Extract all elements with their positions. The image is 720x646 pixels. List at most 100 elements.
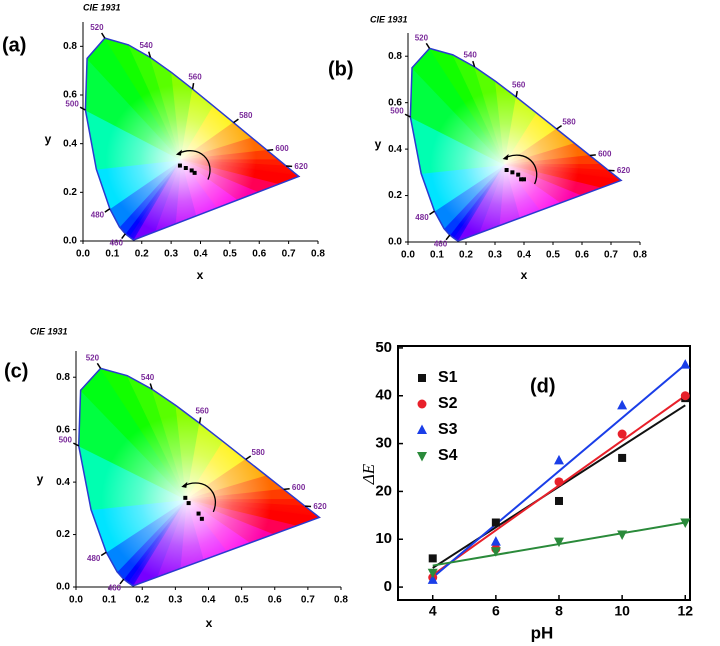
white-glow [85,38,299,240]
data-point [618,453,627,462]
y-tick-label: 0.4 [63,138,77,149]
x-tick-label: 0.5 [235,595,249,606]
chart-title: CIE 1931 [370,14,408,24]
legend-label: S4 [438,447,458,464]
panel-label: (d) [530,375,556,397]
wavelength-tick [104,208,111,213]
data-point [427,568,438,579]
wavelength-label: 540 [463,50,477,59]
wavelength-label: 460 [110,238,124,247]
wavelength-label: 580 [252,448,266,457]
wavelength-label: 500 [65,100,79,109]
wavelength-tick [404,113,411,118]
wavelength-label: 600 [292,483,306,492]
x-tick-label: 0.0 [76,249,90,260]
data-point [617,429,627,439]
x-tick-label: 0.1 [430,250,444,261]
spectral-locus [409,47,623,242]
trend-arrow [177,150,211,180]
wavelength-tick [556,124,562,130]
chromaticity-point [186,501,191,506]
arrow-head [175,149,182,156]
wavelength-label: 560 [188,72,202,81]
legend-marker [418,374,426,382]
wavelength-tick [233,118,239,124]
x-tick-label: 0.5 [546,250,560,261]
chromaticity-point [504,168,509,173]
data-point [680,359,691,369]
chromaticity-point [189,168,194,173]
wavelength-label: 520 [86,353,100,362]
wavelength-tick [100,551,107,557]
wavelength-tick [245,455,252,461]
wavelength-tick [73,442,80,447]
y-tick-label: 50 [375,339,392,356]
data-point [553,537,564,548]
chromaticity-point [199,516,204,521]
x-tick-label: 10 [614,603,630,619]
x-tick-label: 0.1 [102,595,116,606]
y-tick-label: 0.8 [63,41,77,52]
wavelength-label: 580 [562,117,576,126]
chromaticity-point [196,511,201,516]
wavelength-label: 520 [90,23,104,32]
y-tick-label: 0.8 [388,51,402,62]
data-point [617,399,628,410]
wavelength-label: 540 [141,373,155,382]
wavelength-tick [121,233,126,240]
y-tick-label: 0.0 [56,582,70,593]
data-point [554,496,563,505]
trend-arrow [183,482,216,513]
fit-line [432,363,686,579]
x-tick-label: 0.3 [164,249,178,260]
x-tick-label: 0.5 [223,249,237,260]
x-tick-label: 0.2 [135,249,149,260]
panel-label: (b) [328,58,354,80]
wavelength-label: 460 [434,240,448,249]
y-tick-label: 0.4 [56,477,70,488]
x-tick-label: 0.7 [604,250,618,261]
x-tick-label: 6 [492,603,500,619]
y-tick-label: 0.8 [56,372,70,383]
y-tick-label: 0.6 [56,424,70,435]
wavelength-tick [283,487,290,491]
arrow-head [502,154,509,161]
white-glow [410,48,622,241]
x-tick-label: 0.6 [268,595,282,606]
data-point [553,454,564,465]
y-tick-label: 0.2 [63,187,77,198]
x-tick-label: 0.7 [301,595,315,606]
x-tick-label: 0.6 [252,249,266,260]
x-axis-label: x [206,616,213,630]
wavelength-tick [79,106,86,111]
y-axis-label: ΔE [359,463,378,485]
wavelength-label: 520 [415,33,429,42]
legend-label: S3 [438,421,458,438]
x-tick-label: 4 [429,603,437,619]
wavelength-label: 480 [87,554,101,563]
wavelength-label: 540 [139,41,153,50]
y-tick-label: 0.0 [63,236,77,247]
x-tick-label: 0.0 [69,595,83,606]
x-tick-label: 8 [555,603,563,619]
panel-label: (c) [4,360,28,382]
wavelength-label: 480 [91,211,105,220]
data-point [490,547,501,557]
chromaticity-point [183,495,188,500]
y-tick-label: 20 [375,482,392,499]
y-tick-label: 0.2 [56,529,70,540]
wavelength-label: 620 [294,162,308,171]
wavelength-tick [589,154,596,157]
x-tick-label: 0.2 [459,250,473,261]
wavelength-label: 560 [512,80,526,89]
data-point [427,574,438,584]
wavelength-tick [148,51,152,58]
x-tick-label: 0.1 [105,249,119,260]
data-point [428,554,437,563]
wavelength-label: 560 [195,407,209,416]
wavelength-tick [429,210,435,216]
chromaticity-point [177,163,182,168]
y-axis-label: y [375,137,382,151]
y-axis-label: y [45,132,52,146]
